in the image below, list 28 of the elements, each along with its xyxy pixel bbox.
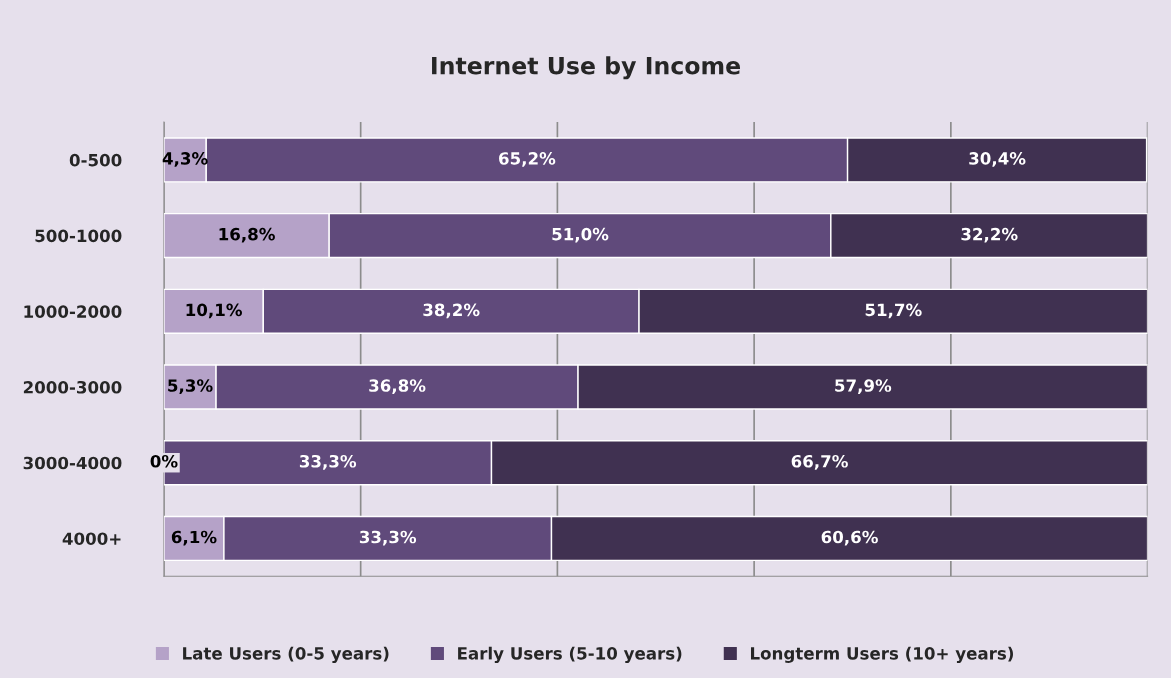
data-label: 33,3% bbox=[359, 530, 417, 546]
data-label: 10,1% bbox=[186, 303, 242, 319]
data-label: 51,0% bbox=[552, 227, 609, 243]
y-tick-label: 3000-4000 bbox=[23, 456, 122, 470]
data-label: 4,3% bbox=[162, 152, 208, 167]
y-tick-label: 0-500 bbox=[69, 153, 122, 167]
y-tick-label: 2000-3000 bbox=[23, 380, 122, 394]
legend-label: Early Users (5-10 years) bbox=[458, 646, 682, 663]
data-label: 66,7% bbox=[791, 454, 848, 470]
data-label: 60,6% bbox=[821, 530, 878, 546]
data-label: 16,8% bbox=[219, 227, 275, 243]
y-tick-label: 1000-2000 bbox=[24, 305, 122, 318]
legend-label: Longterm Users (10+ years) bbox=[750, 646, 1014, 663]
data-label: 6,1% bbox=[171, 530, 217, 546]
data-label: 36,8% bbox=[369, 379, 426, 394]
data-label: 5,3% bbox=[168, 379, 213, 394]
data-label: 32,2% bbox=[961, 227, 1018, 243]
data-label: 57,9% bbox=[835, 379, 892, 394]
data-label: 51,7% bbox=[865, 303, 922, 319]
legend-label: Late Users (0-5 years) bbox=[183, 646, 389, 663]
data-label: 0% bbox=[150, 454, 178, 468]
data-label: 65,2% bbox=[499, 152, 556, 167]
y-tick-label: 500-1000 bbox=[35, 229, 122, 243]
data-label: 38,2% bbox=[423, 303, 480, 319]
y-tick-label: 4000+ bbox=[62, 532, 121, 546]
data-label: 33,3% bbox=[299, 454, 357, 470]
chart-title: Internet Use by Income bbox=[432, 56, 740, 80]
data-label: 30,4% bbox=[969, 152, 1026, 167]
